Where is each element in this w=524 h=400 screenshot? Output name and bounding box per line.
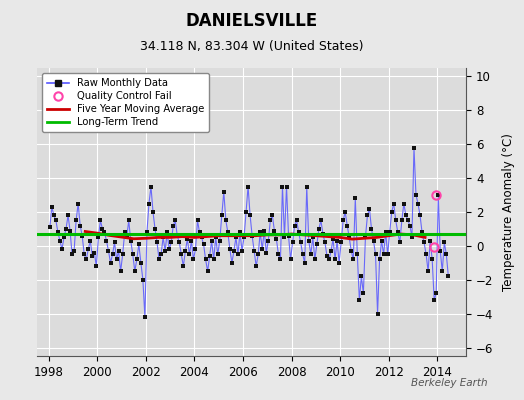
Y-axis label: Temperature Anomaly (°C): Temperature Anomaly (°C) [502, 133, 515, 291]
Text: DANIELSVILLE: DANIELSVILLE [185, 12, 318, 30]
Text: Berkeley Earth: Berkeley Earth [411, 378, 487, 388]
Legend: Raw Monthly Data, Quality Control Fail, Five Year Moving Average, Long-Term Tren: Raw Monthly Data, Quality Control Fail, … [42, 73, 209, 132]
Text: 34.118 N, 83.304 W (United States): 34.118 N, 83.304 W (United States) [140, 40, 363, 53]
